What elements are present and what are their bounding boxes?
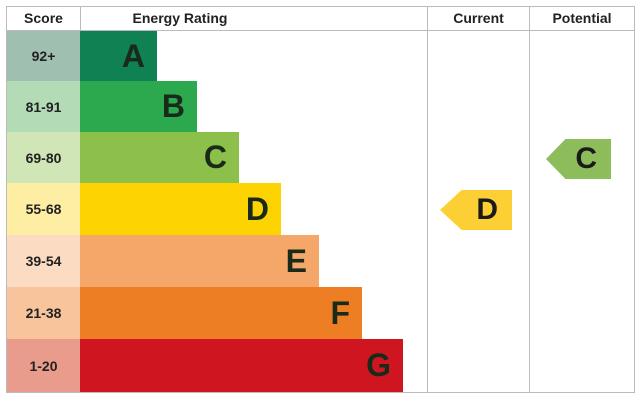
rating-letter: G bbox=[366, 347, 391, 383]
rating-bar-a: A bbox=[80, 31, 157, 81]
rating-letter: F bbox=[330, 294, 350, 331]
divider bbox=[529, 6, 530, 393]
current-rating-arrow: D bbox=[440, 190, 512, 230]
score-cell-a: 92+ bbox=[7, 31, 80, 81]
divider bbox=[80, 6, 81, 30]
rating-bar-g: G bbox=[80, 339, 403, 392]
header-potential: Potential bbox=[552, 10, 612, 26]
score-cell-d: 55-68 bbox=[7, 183, 80, 235]
rating-letter: B bbox=[161, 88, 185, 124]
divider bbox=[6, 30, 635, 31]
header-current: Current bbox=[453, 10, 504, 26]
rating-bar-c: C bbox=[80, 132, 239, 183]
score-cell-b: 81-91 bbox=[7, 81, 80, 132]
divider bbox=[6, 6, 7, 393]
rating-letter: D bbox=[245, 190, 269, 227]
rating-letter: C bbox=[203, 139, 227, 175]
rating-bar-b: B bbox=[80, 81, 197, 132]
header-energy-rating: Energy Rating bbox=[132, 10, 228, 26]
score-cell-e: 39-54 bbox=[7, 235, 80, 287]
divider bbox=[634, 6, 635, 393]
divider bbox=[6, 6, 635, 7]
score-cell-c: 69-80 bbox=[7, 132, 80, 183]
potential-rating-arrow: C bbox=[546, 139, 611, 179]
rating-bar-f: F bbox=[80, 287, 362, 339]
potential-rating-letter: C bbox=[575, 142, 597, 175]
divider bbox=[427, 6, 428, 393]
current-rating-letter: D bbox=[476, 193, 498, 226]
rating-bar-e: E bbox=[80, 235, 319, 287]
header-score: Score bbox=[24, 10, 63, 26]
rating-letter: A bbox=[121, 37, 145, 74]
score-cell-g: 1-20 bbox=[7, 339, 80, 392]
rating-bar-d: D bbox=[80, 183, 281, 235]
divider bbox=[6, 392, 635, 393]
score-cell-f: 21-38 bbox=[7, 287, 80, 339]
rating-letter: E bbox=[285, 242, 307, 279]
